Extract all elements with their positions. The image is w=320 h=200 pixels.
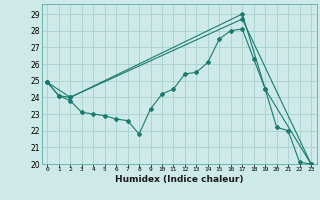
X-axis label: Humidex (Indice chaleur): Humidex (Indice chaleur)	[115, 175, 244, 184]
